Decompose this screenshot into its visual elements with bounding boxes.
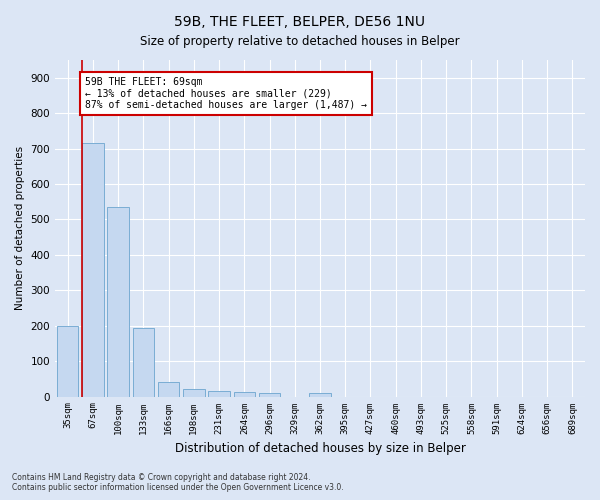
Text: Size of property relative to detached houses in Belper: Size of property relative to detached ho… xyxy=(140,35,460,48)
Text: 59B THE FLEET: 69sqm
← 13% of detached houses are smaller (229)
87% of semi-deta: 59B THE FLEET: 69sqm ← 13% of detached h… xyxy=(85,77,367,110)
Bar xyxy=(233,392,255,396)
Bar xyxy=(82,144,104,396)
Text: Contains HM Land Registry data © Crown copyright and database right 2024.
Contai: Contains HM Land Registry data © Crown c… xyxy=(12,473,344,492)
Bar xyxy=(57,326,79,396)
Bar xyxy=(107,207,129,396)
Text: 59B, THE FLEET, BELPER, DE56 1NU: 59B, THE FLEET, BELPER, DE56 1NU xyxy=(175,15,425,29)
Y-axis label: Number of detached properties: Number of detached properties xyxy=(15,146,25,310)
X-axis label: Distribution of detached houses by size in Belper: Distribution of detached houses by size … xyxy=(175,442,466,455)
Bar xyxy=(259,393,280,396)
Bar xyxy=(158,382,179,396)
Bar xyxy=(133,328,154,396)
Bar xyxy=(208,391,230,396)
Bar xyxy=(183,390,205,396)
Bar xyxy=(309,394,331,396)
